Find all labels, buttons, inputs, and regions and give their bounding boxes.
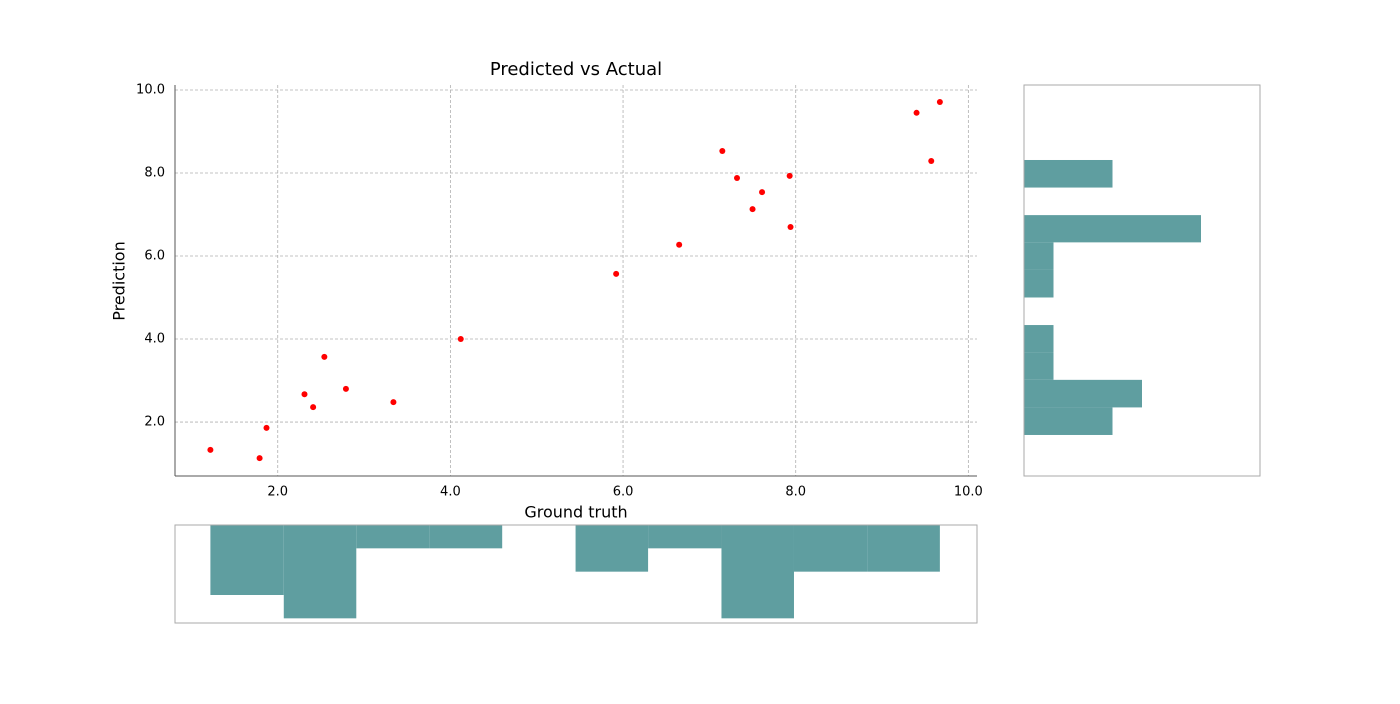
point (787, 223, 794, 230)
point (719, 147, 726, 154)
point (390, 399, 397, 406)
histogram-bar (210, 525, 284, 595)
histogram-bar (356, 525, 430, 549)
histogram-bar (429, 525, 503, 549)
histogram-bar (1024, 379, 1142, 408)
histogram-bar (1024, 407, 1113, 435)
point (457, 336, 464, 343)
y-tick-label: 2.0 (144, 415, 165, 430)
histogram-bar (1024, 269, 1054, 298)
y-tick-label: 8.0 (144, 165, 165, 180)
y-axis-label: Prediction (110, 241, 129, 320)
axes-frame (1023, 84, 1261, 477)
point (321, 353, 328, 360)
point (263, 424, 270, 431)
point (749, 206, 756, 213)
point (207, 446, 214, 453)
histogram-bar (283, 525, 357, 619)
y-tick-label: 4.0 (144, 332, 165, 347)
histogram-bar (867, 525, 940, 572)
histogram-bar (648, 525, 722, 549)
chart-title: Predicted vs Actual (490, 59, 662, 80)
histogram-bar (1024, 325, 1054, 353)
point (613, 270, 620, 277)
y-tick-label: 6.0 (144, 249, 165, 264)
x-tick-label: 10.0 (954, 485, 983, 500)
point (301, 391, 308, 398)
x-tick-label: 6.0 (613, 485, 634, 500)
x-axis-label: Ground truth (524, 503, 627, 522)
point (928, 157, 935, 164)
histogram-bar (793, 525, 868, 572)
y-tick-label: 10.0 (136, 82, 165, 97)
histogram-bar (1024, 159, 1113, 188)
histogram-bar (1024, 215, 1201, 243)
axes-frame (174, 524, 978, 624)
point (676, 241, 683, 248)
point (913, 109, 920, 116)
x-tick-label: 8.0 (785, 485, 806, 500)
histogram-bar (721, 525, 794, 619)
point (342, 385, 349, 392)
point (936, 99, 943, 106)
point (786, 172, 793, 179)
point (256, 455, 263, 462)
histogram-bar (575, 525, 649, 572)
point (310, 404, 317, 411)
x-tick-label: 2.0 (267, 485, 288, 500)
histogram-bar (1024, 352, 1054, 380)
x-tick-label: 4.0 (440, 485, 461, 500)
point (759, 189, 766, 196)
histogram-bar (1024, 242, 1054, 270)
point (734, 174, 741, 181)
